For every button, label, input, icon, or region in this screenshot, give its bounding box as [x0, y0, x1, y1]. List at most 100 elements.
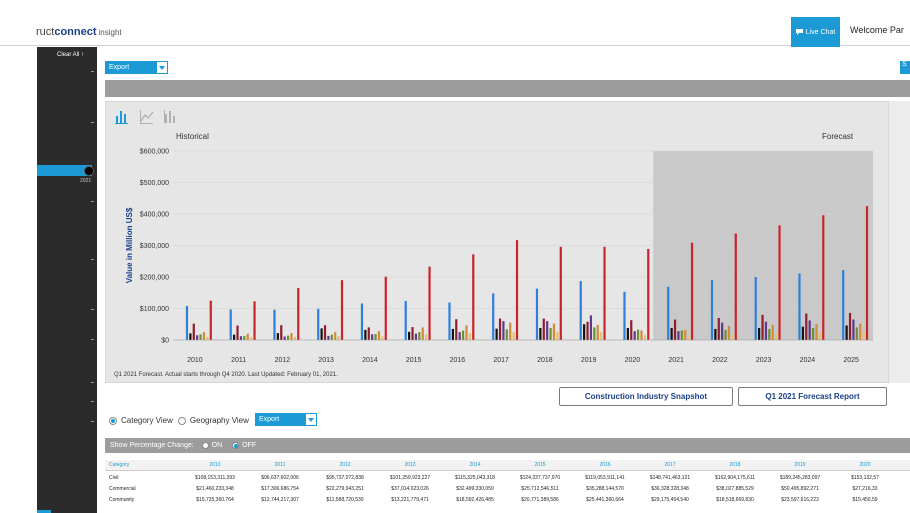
bar [717, 317, 720, 340]
bar [727, 325, 731, 340]
bar [273, 309, 276, 340]
geography-view-radio[interactable] [177, 416, 186, 425]
table-cell-value: $108,153,311,393 [195, 474, 235, 481]
line-chart-icon[interactable] [139, 108, 155, 124]
column-header-year[interactable]: 2014 [469, 462, 481, 468]
bar [250, 337, 253, 340]
bar [280, 325, 283, 340]
x-tick-label: 2023 [756, 357, 772, 364]
sidebar-divider [91, 382, 94, 383]
bar [404, 300, 407, 340]
bar [509, 322, 512, 340]
welcome-text: Welcome Par [850, 25, 904, 35]
stacked-bar-chart-icon[interactable] [163, 108, 179, 124]
bar [596, 324, 599, 340]
bar [323, 325, 327, 340]
live-chat-button[interactable]: Live Chat [791, 17, 840, 47]
column-header-year[interactable]: 2020 [859, 462, 871, 468]
timeline-slider-track[interactable] [37, 165, 92, 176]
x-tick-label: 2024 [800, 357, 816, 364]
bar [367, 327, 370, 340]
table-cell-value: $124,337,737,970 [519, 474, 561, 481]
table-cell-value: $96,637,602,006 [261, 474, 299, 481]
bar [758, 328, 761, 340]
historical-label: Historical [176, 132, 209, 141]
bar [290, 333, 293, 340]
bar [667, 286, 670, 340]
bar [556, 331, 559, 340]
percentage-off-radio[interactable] [232, 442, 240, 449]
bar [842, 270, 845, 340]
bar [822, 215, 825, 340]
live-chat-label: Live Chat [805, 28, 836, 36]
bar [643, 334, 646, 340]
table-cell-value: $20,771,389,586 [521, 496, 559, 503]
bar [771, 324, 774, 340]
timeline-slider-handle[interactable] [84, 166, 94, 176]
sidebar-divider [91, 401, 94, 402]
bar-chart-icon[interactable] [114, 108, 130, 124]
construction-snapshot-button[interactable]: Construction Industry Snapshot [559, 387, 733, 406]
y-axis-label: Value in Million US$ [125, 207, 134, 283]
bar [428, 266, 431, 340]
bar [458, 332, 461, 340]
bar [229, 309, 232, 340]
bar [546, 321, 549, 340]
column-header-category[interactable]: Category [109, 462, 130, 468]
bar [451, 328, 454, 340]
bar [233, 334, 236, 340]
bar [848, 312, 852, 340]
y-tick-label: $400,000 [140, 212, 169, 219]
bar [371, 334, 374, 340]
filter-sidebar: Clear All ↑ 2021 [37, 47, 97, 513]
bar [334, 332, 337, 340]
table-cell-value: $29,175,454,540 [651, 496, 689, 503]
sidebar-divider [91, 339, 94, 340]
percentage-off-label: OFF [242, 442, 257, 449]
app-logo[interactable]: ructconnect insight [36, 26, 122, 38]
sidebar-divider [91, 122, 94, 123]
bar [498, 318, 502, 340]
bar [690, 242, 694, 340]
column-header-year[interactable]: 2016 [599, 462, 611, 468]
bar [673, 319, 677, 340]
app-header: ructconnect insight Live Chat Welcome Par [0, 0, 910, 47]
table-cell-value: $189,245,283,097 [779, 474, 821, 481]
table-cell-value: $32,499,330,059 [456, 485, 494, 492]
bar [684, 329, 687, 340]
table-cell-value: $50,495,892,271 [781, 485, 819, 492]
forecast-report-button[interactable]: Q1 2021 Forecast Report [738, 387, 887, 406]
chart-footnote: Q1 2021 Forecast. Actual starts through … [114, 372, 338, 378]
bar [239, 336, 243, 340]
column-header-year[interactable]: 2019 [794, 462, 806, 468]
clear-all-button[interactable]: Clear All ↑ [57, 52, 84, 58]
column-header-year[interactable]: 2018 [729, 462, 741, 468]
logo-text-2: connect [54, 26, 97, 38]
table-export-dropdown[interactable]: Export [255, 413, 317, 426]
bar [515, 240, 519, 340]
share-button[interactable]: S [900, 61, 910, 74]
bar [202, 332, 206, 340]
column-header-year[interactable]: 2011 [274, 462, 286, 468]
table-cell-value: $11,588,720,530 [326, 496, 364, 503]
table-cell-value: $37,014,023,026 [391, 485, 429, 492]
table-cell-value: $25,712,546,511 [521, 485, 559, 492]
table-cell-value: $148,741,463,121 [649, 474, 691, 481]
bar [283, 336, 286, 340]
bar [640, 330, 643, 340]
export-dropdown[interactable]: Export [105, 61, 168, 74]
sidebar-divider [91, 259, 94, 260]
bar [425, 334, 428, 340]
sidebar-divider [91, 421, 94, 422]
column-header-year[interactable]: 2013 [404, 462, 416, 468]
column-header-year[interactable]: 2017 [664, 462, 676, 468]
column-header-year[interactable]: 2012 [339, 462, 351, 468]
bar [852, 319, 855, 340]
bar [647, 248, 650, 340]
category-view-radio[interactable] [109, 416, 117, 425]
column-header-year[interactable]: 2015 [534, 462, 546, 468]
percentage-on-radio[interactable] [201, 442, 209, 449]
column-header-year[interactable]: 2010 [209, 462, 221, 468]
percentage-on-label: ON [211, 442, 223, 449]
table-row: Commercial $21,460,233,348 $17,306,686,754… [105, 483, 910, 494]
